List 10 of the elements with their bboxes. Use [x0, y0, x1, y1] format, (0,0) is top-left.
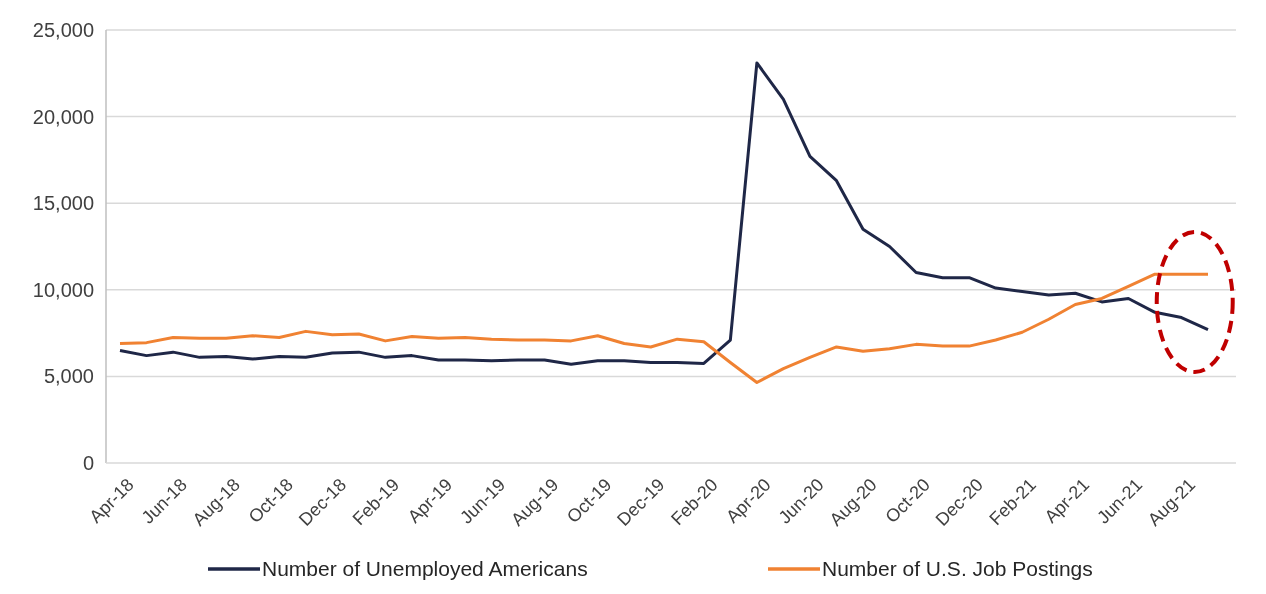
y-tick-label: 10,000 — [32, 278, 94, 301]
legend-label: Number of U.S. Job Postings — [822, 557, 1093, 580]
legend-label: Number of Unemployed Americans — [262, 557, 588, 580]
y-tick-label: 20,000 — [32, 105, 94, 128]
y-tick-label: 5,000 — [43, 365, 94, 388]
y-tick-label: 0 — [82, 452, 94, 474]
line-series — [118, 272, 1210, 384]
line-series — [118, 61, 1210, 366]
y-tick-label: 25,000 — [32, 19, 94, 41]
y-tick-label: 15,000 — [32, 192, 94, 215]
